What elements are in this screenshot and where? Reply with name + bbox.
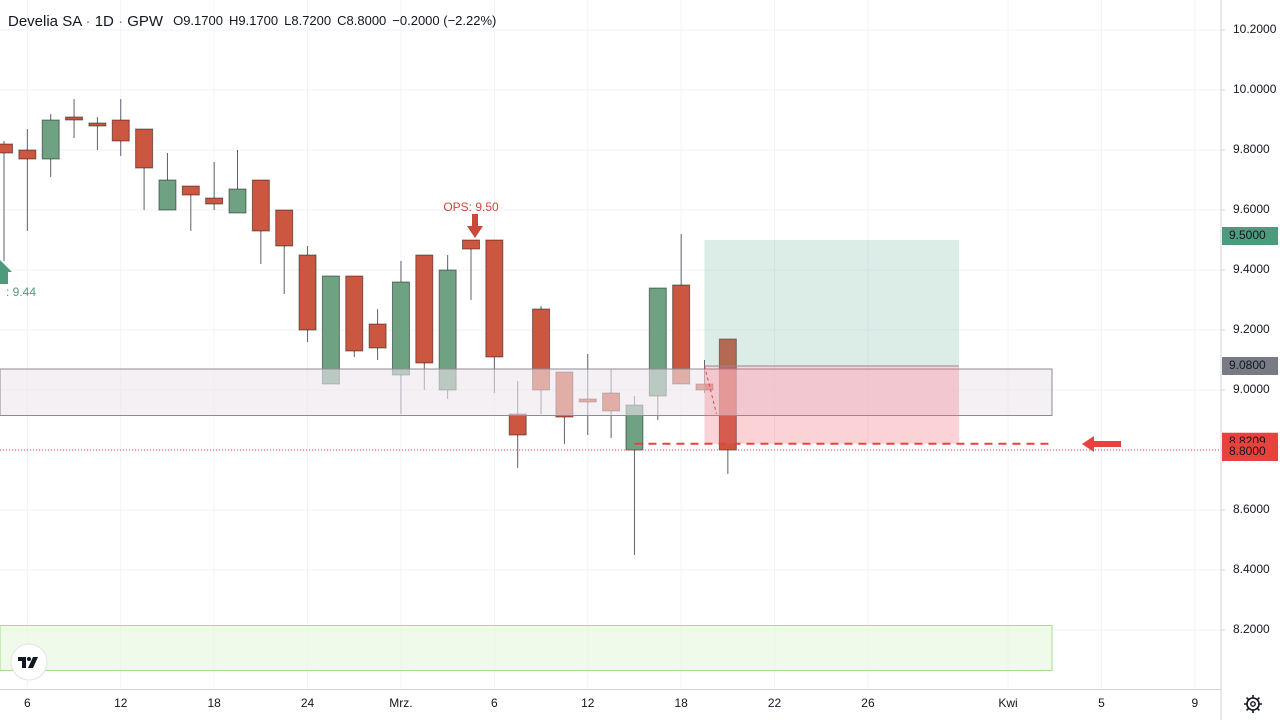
x-tick-label: 18 <box>674 696 688 710</box>
exchange: GPW <box>127 13 164 30</box>
trade-path <box>704 365 717 414</box>
candle-body <box>251 179 270 232</box>
candle-body <box>321 275 340 385</box>
candle-body <box>88 122 107 127</box>
annotation: OPS: 9.50 <box>443 200 499 214</box>
stop-zone <box>704 366 959 444</box>
candle-body <box>275 209 294 247</box>
ops-arrow <box>467 214 483 238</box>
y-tick-label: 10.0000 <box>1233 82 1277 96</box>
candle-body <box>135 128 154 169</box>
ohlc-high: H9.1700 <box>229 13 278 28</box>
candle-body <box>181 185 200 196</box>
candle-body <box>368 323 387 349</box>
separator: · <box>81 13 94 30</box>
x-tick-label: 9 <box>1192 696 1199 710</box>
y-tick-label: 9.2000 <box>1233 322 1270 336</box>
x-tick-label: 26 <box>861 696 875 710</box>
chart-header: Develia SA · 1D · GPW O9.1700 H9.1700 L8.72… <box>8 13 496 30</box>
candle-body <box>111 119 130 142</box>
price-badge-label: 8.8000 <box>1229 444 1266 458</box>
stop-arrow <box>1082 436 1121 452</box>
price-badge <box>1222 357 1278 375</box>
y-tick-label: 9.8000 <box>1233 142 1270 156</box>
price-badge <box>1222 227 1278 245</box>
ohlc-close: C8.8000 <box>337 13 386 28</box>
candle-body <box>345 275 364 352</box>
y-tick-label: 9.6000 <box>1233 202 1270 216</box>
price-badge-label: 9.5000 <box>1229 228 1266 242</box>
axes: 10.2000 10.0000 9.8000 9.6000 9.4000 9.2000 9.… <box>24 22 1278 710</box>
symbol: Develia SA <box>8 13 82 30</box>
separator: · <box>114 13 127 30</box>
candle-body <box>485 239 504 358</box>
candle-body <box>205 197 224 205</box>
candle-body <box>158 179 177 211</box>
ohlc-open: O9.1700 <box>173 13 223 28</box>
candle-body <box>18 149 37 160</box>
price-badge-label: 9.0800 <box>1229 358 1266 372</box>
x-tick-label: 22 <box>768 696 782 710</box>
x-tick-label: 6 <box>24 696 31 710</box>
y-tick-label: 9.4000 <box>1233 262 1270 276</box>
target-zone <box>704 240 959 366</box>
buy-arrow <box>0 260 12 284</box>
annotation: : 9.44 <box>6 285 36 299</box>
y-tick-label: 8.6000 <box>1233 502 1270 516</box>
x-tick-label: 12 <box>581 696 595 710</box>
zone <box>0 625 1053 671</box>
y-tick-label: 8.2000 <box>1233 622 1270 636</box>
y-tick-label: 9.0000 <box>1233 382 1270 396</box>
candle-body <box>415 254 434 364</box>
interval: 1D <box>95 13 114 30</box>
y-tick-label: 10.2000 <box>1233 22 1277 36</box>
ohlc-low: L8.7200 <box>284 13 331 28</box>
zone <box>0 368 1053 416</box>
candle-body <box>508 413 527 436</box>
settings-gear[interactable] <box>1244 695 1262 713</box>
x-tick-label: 6 <box>491 696 498 710</box>
candle-body <box>298 254 317 331</box>
candle-body <box>0 143 13 154</box>
overlays: OPS: 9.50 : 9.44 <box>0 200 1221 671</box>
candle-body <box>391 281 410 376</box>
candle-body <box>41 119 60 160</box>
x-tick-label: 24 <box>301 696 315 710</box>
x-tick-label: 12 <box>114 696 128 710</box>
x-tick-label: Kwi <box>998 696 1017 710</box>
x-tick-label: 18 <box>207 696 221 710</box>
x-tick-label: Mrz. <box>389 696 412 710</box>
candle-body <box>228 188 247 214</box>
candle-body <box>462 239 480 250</box>
tradingview-logo <box>10 643 48 681</box>
y-tick-label: 8.4000 <box>1233 562 1270 576</box>
price-badge <box>1222 443 1278 461</box>
candle-body <box>65 116 84 121</box>
x-tick-label: 5 <box>1098 696 1105 710</box>
ohlc-change: −0.2000 (−2.22%) <box>392 13 496 28</box>
